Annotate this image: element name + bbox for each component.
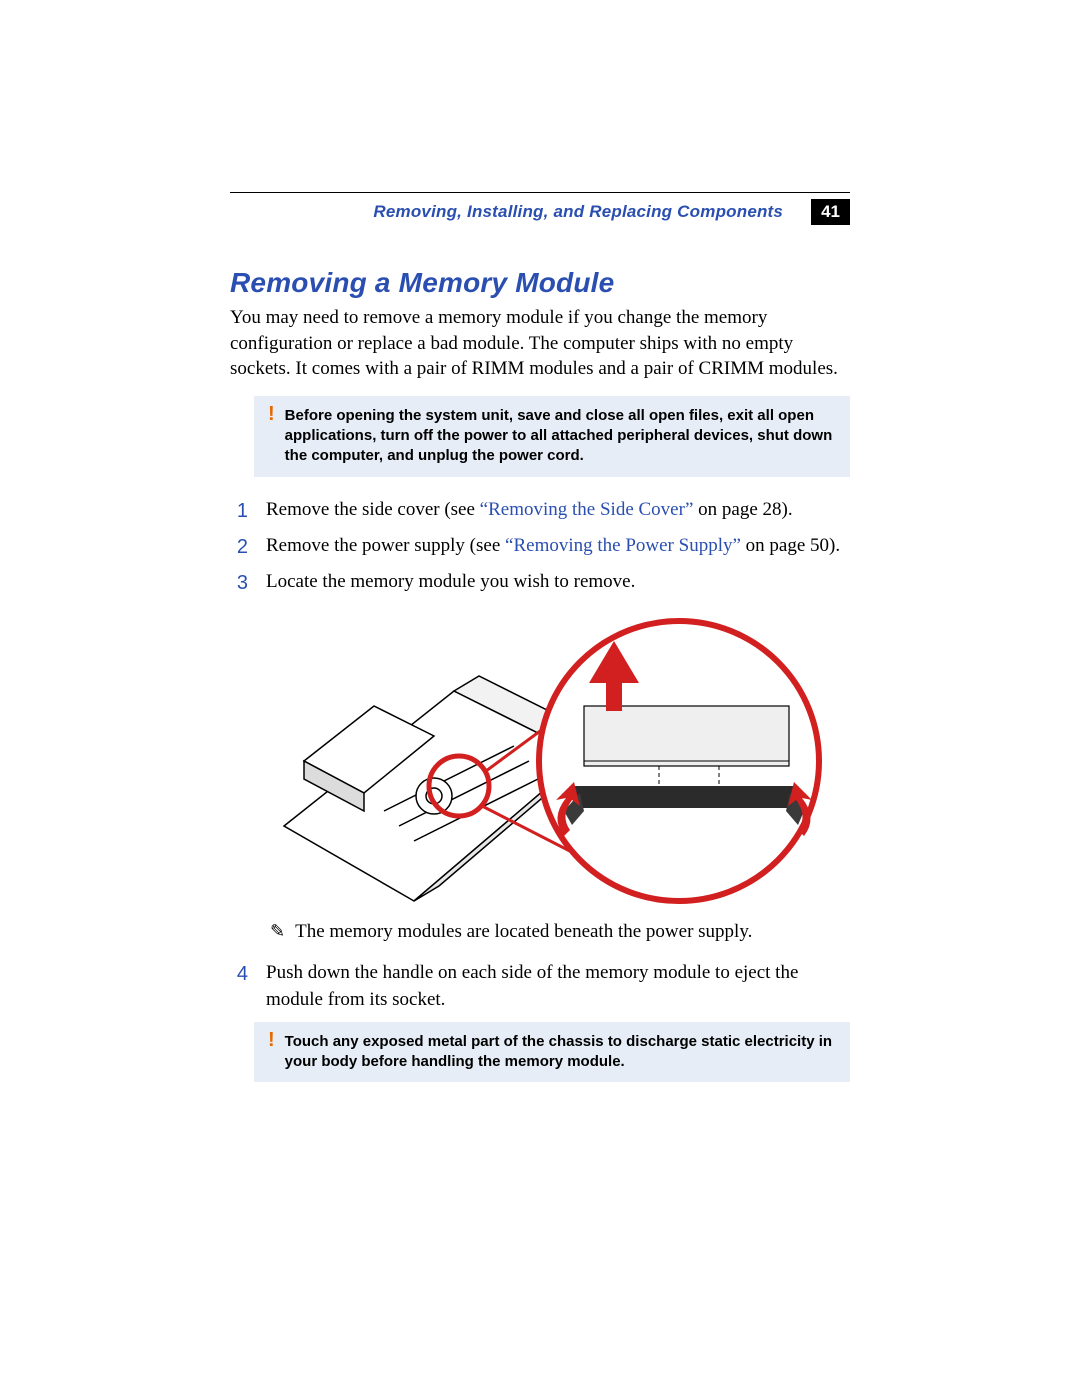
step-number: 2	[230, 533, 248, 561]
pencil-icon: ✎	[270, 919, 285, 945]
step-1: 1 Remove the side cover (see “Removing t…	[230, 497, 850, 525]
warning-icon: !	[268, 404, 275, 467]
step-text-pre: Remove the power supply (see	[266, 535, 505, 556]
step-body: Remove the side cover (see “Removing the…	[266, 497, 850, 525]
warning-callout-1: ! Before opening the system unit, save a…	[254, 396, 850, 477]
step-text-pre: Locate the memory module you wish to rem…	[266, 571, 635, 592]
step-list-continued: 4 Push down the handle on each side of t…	[230, 960, 850, 1013]
step-text-post: on page 50).	[741, 535, 840, 556]
cross-reference[interactable]: “Removing the Power Supply”	[505, 535, 741, 556]
step-4: 4 Push down the handle on each side of t…	[230, 960, 850, 1013]
running-header: Removing, Installing, and Replacing Comp…	[230, 192, 850, 225]
document-page: Removing, Installing, and Replacing Comp…	[230, 192, 850, 1102]
illustration-figure	[264, 611, 850, 911]
step-number: 3	[230, 569, 248, 597]
warning-text: Touch any exposed metal part of the chas…	[285, 1032, 836, 1073]
warning-text: Before opening the system unit, save and…	[285, 406, 836, 467]
page-number: 41	[811, 199, 850, 225]
cross-reference[interactable]: “Removing the Side Cover”	[480, 499, 694, 520]
step-text-post: on page 28).	[693, 499, 792, 520]
note: ✎ The memory modules are located beneath…	[270, 919, 850, 945]
intro-paragraph: You may need to remove a memory module i…	[230, 305, 850, 382]
warning-icon: !	[268, 1030, 275, 1073]
note-text: The memory modules are located beneath t…	[295, 919, 752, 945]
step-2: 2 Remove the power supply (see “Removing…	[230, 533, 850, 561]
illustration-svg	[264, 611, 824, 911]
step-text-pre: Remove the side cover (see	[266, 499, 480, 520]
step-list: 1 Remove the side cover (see “Removing t…	[230, 497, 850, 597]
step-body: Remove the power supply (see “Removing t…	[266, 533, 850, 561]
step-text-pre: Push down the handle on each side of the…	[266, 962, 798, 1010]
step-body: Push down the handle on each side of the…	[266, 960, 850, 1013]
warning-callout-2: ! Touch any exposed metal part of the ch…	[254, 1022, 850, 1083]
step-3: 3 Locate the memory module you wish to r…	[230, 569, 850, 597]
step-number: 4	[230, 960, 248, 1013]
chapter-title: Removing, Installing, and Replacing Comp…	[373, 202, 783, 222]
step-number: 1	[230, 497, 248, 525]
section-heading: Removing a Memory Module	[230, 267, 850, 299]
step-body: Locate the memory module you wish to rem…	[266, 569, 850, 597]
